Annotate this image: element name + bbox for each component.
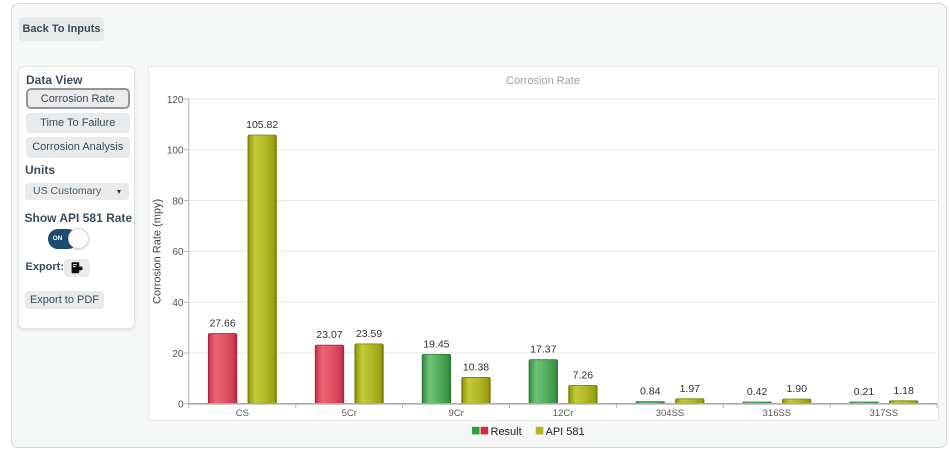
- svg-text:304SS: 304SS: [656, 408, 685, 419]
- svg-text:12Cr: 12Cr: [553, 408, 574, 419]
- svg-text:0.42: 0.42: [747, 386, 768, 398]
- svg-text:5Cr: 5Cr: [342, 408, 357, 419]
- svg-text:CS: CS: [236, 408, 249, 419]
- svg-text:7.26: 7.26: [573, 369, 594, 381]
- svg-text:19.45: 19.45: [423, 338, 449, 350]
- svg-text:Corrosion Rate: Corrosion Rate: [506, 75, 580, 87]
- svg-text:1.97: 1.97: [680, 383, 701, 395]
- svg-text:120: 120: [167, 95, 184, 106]
- svg-text:9Cr: 9Cr: [449, 408, 464, 419]
- svg-text:10.38: 10.38: [463, 361, 489, 373]
- svg-text:Corrosion Rate (mpy): Corrosion Rate (mpy): [152, 199, 164, 304]
- svg-text:23.07: 23.07: [316, 329, 342, 341]
- svg-text:23.59: 23.59: [356, 328, 382, 340]
- svg-text:1.18: 1.18: [893, 385, 914, 397]
- svg-text:27.66: 27.66: [209, 318, 235, 330]
- svg-text:20: 20: [172, 349, 184, 360]
- svg-text:105.82: 105.82: [246, 119, 278, 131]
- svg-text:17.37: 17.37: [530, 344, 556, 356]
- svg-text:1.90: 1.90: [786, 383, 807, 395]
- svg-text:60: 60: [172, 247, 184, 258]
- svg-text:317SS: 317SS: [870, 408, 899, 419]
- svg-text:0.84: 0.84: [640, 386, 661, 398]
- svg-text:Result: Result: [491, 426, 522, 438]
- svg-text:100: 100: [167, 146, 184, 157]
- svg-text:0.21: 0.21: [854, 386, 875, 398]
- svg-text:0: 0: [178, 400, 184, 411]
- svg-text:API 581: API 581: [546, 426, 585, 438]
- svg-text:316SS: 316SS: [763, 408, 792, 419]
- svg-text:40: 40: [172, 298, 184, 309]
- svg-text:80: 80: [172, 196, 184, 207]
